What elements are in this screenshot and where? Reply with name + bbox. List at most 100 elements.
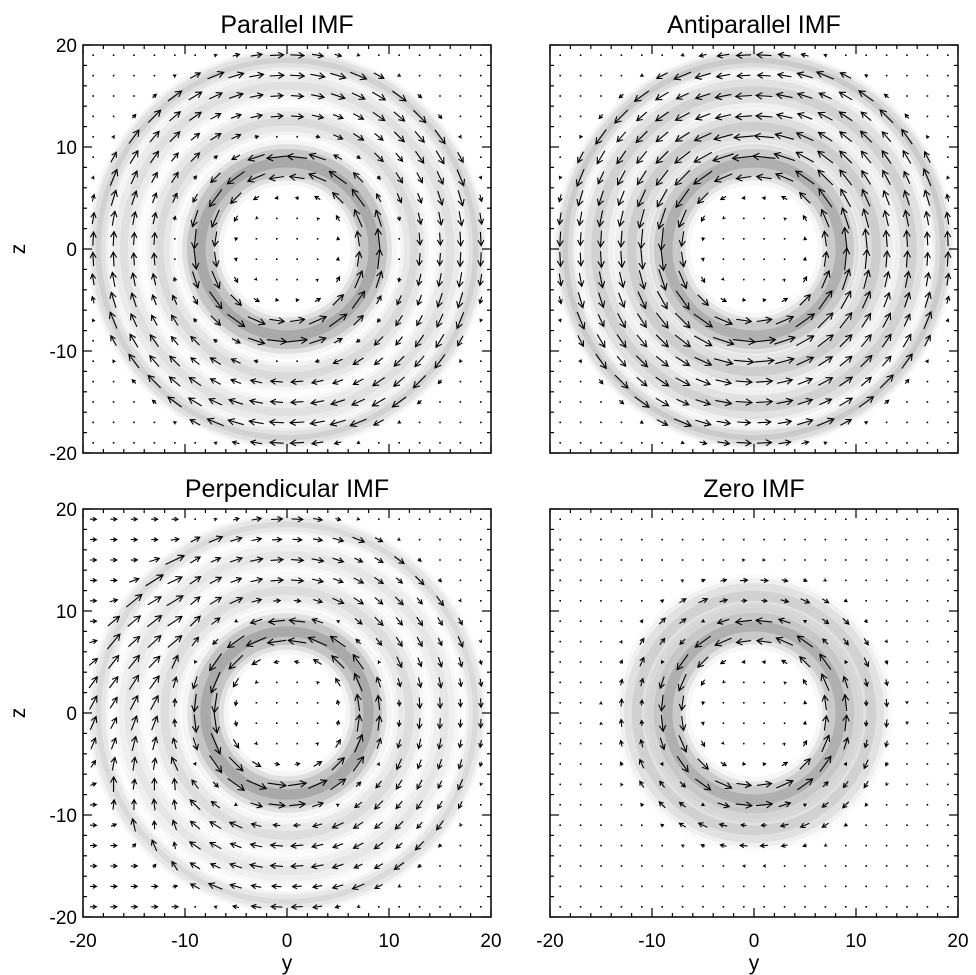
y-tick-label: 20 bbox=[56, 36, 77, 57]
vector-arrow bbox=[713, 173, 733, 183]
vector-arrow bbox=[774, 335, 796, 345]
vector-arrow bbox=[557, 273, 564, 287]
vector-arrow bbox=[249, 92, 265, 100]
vector-arrow bbox=[351, 92, 366, 100]
vector-arrow bbox=[376, 737, 383, 749]
vector-arrow bbox=[782, 278, 786, 282]
vector-arrow bbox=[265, 153, 287, 162]
vector-dot bbox=[398, 442, 400, 444]
vector-arrow bbox=[659, 637, 666, 646]
density-ring-core bbox=[200, 626, 374, 800]
vector-arrow bbox=[859, 130, 873, 143]
vector-arrow bbox=[796, 71, 813, 79]
axis-ticks bbox=[82, 44, 492, 454]
vector-dot bbox=[276, 278, 278, 281]
vector-dot bbox=[92, 442, 94, 444]
vector-arrow bbox=[923, 150, 931, 163]
vector-arrow bbox=[353, 577, 365, 584]
vector-arrow bbox=[151, 314, 158, 326]
x-tick-label: 20 bbox=[480, 931, 501, 952]
vector-arrow bbox=[230, 154, 241, 160]
vector-arrow bbox=[639, 780, 645, 788]
vector-dot bbox=[885, 74, 888, 77]
vector-arrow bbox=[150, 251, 158, 266]
vector-arrow bbox=[679, 638, 686, 646]
vector-dot bbox=[296, 722, 298, 724]
vector-arrow bbox=[331, 379, 344, 385]
vector-arrow bbox=[755, 51, 772, 59]
vector-arrow bbox=[457, 678, 464, 688]
vector-arrow bbox=[478, 678, 484, 688]
vector-arrow bbox=[796, 356, 815, 366]
vector-arrow bbox=[457, 698, 463, 708]
vector-arrow bbox=[250, 112, 264, 120]
vector-arrow bbox=[167, 90, 183, 102]
vector-arrow bbox=[821, 269, 831, 289]
vector-arrow bbox=[695, 378, 712, 386]
vector-arrow bbox=[355, 338, 361, 343]
density-ring bbox=[91, 517, 483, 909]
vector-dot bbox=[439, 865, 441, 867]
vector-arrow bbox=[289, 316, 306, 324]
vector-arrow bbox=[90, 883, 98, 889]
vector-arrow bbox=[130, 292, 137, 308]
vector-dot bbox=[926, 442, 929, 444]
vector-dot bbox=[763, 278, 765, 281]
vector-arrow bbox=[396, 678, 403, 688]
vector-arrow bbox=[229, 842, 242, 849]
vector-arrow bbox=[802, 256, 807, 261]
y-tick-label: 0 bbox=[66, 240, 77, 261]
vector-arrow bbox=[170, 152, 179, 162]
vector-dot bbox=[681, 885, 684, 888]
vector-arrow bbox=[416, 294, 423, 307]
vector-arrow bbox=[694, 113, 711, 121]
vector-arrow bbox=[111, 134, 115, 139]
vector-arrow bbox=[700, 721, 705, 726]
vector-arrow bbox=[330, 654, 345, 669]
vector-arrow bbox=[374, 576, 385, 585]
vector-dot bbox=[947, 54, 949, 56]
vector-arrow bbox=[249, 618, 263, 625]
density-ring-core bbox=[160, 586, 414, 840]
vector-arrow bbox=[354, 733, 364, 753]
vector-dot bbox=[480, 579, 482, 582]
core-region bbox=[244, 670, 330, 756]
vector-arrow bbox=[719, 843, 727, 849]
vector-arrow bbox=[756, 72, 771, 79]
vector-arrow bbox=[251, 659, 261, 666]
vector-arrow bbox=[816, 150, 834, 164]
vector-arrow bbox=[761, 660, 766, 665]
vector-arrow bbox=[289, 378, 304, 386]
vector-arrow bbox=[576, 190, 584, 207]
vector-arrow bbox=[756, 316, 773, 324]
vector-arrow bbox=[189, 798, 201, 811]
vector-arrow bbox=[335, 256, 340, 261]
vector-arrow bbox=[841, 693, 850, 711]
vector-arrow bbox=[110, 883, 118, 889]
vector-dot bbox=[620, 865, 623, 867]
vector-dot bbox=[845, 518, 847, 520]
vector-arrow bbox=[796, 91, 813, 99]
vector-arrow bbox=[718, 822, 728, 828]
vector-arrow bbox=[316, 217, 320, 221]
vector-arrow bbox=[190, 536, 201, 543]
vector-arrow bbox=[191, 249, 200, 271]
vector-arrow bbox=[863, 678, 869, 688]
vector-arrow bbox=[293, 659, 300, 665]
vector-dot bbox=[153, 421, 156, 424]
density-ring bbox=[191, 617, 383, 809]
vector-dot bbox=[906, 865, 908, 867]
vector-arrow bbox=[172, 675, 179, 688]
x-tick-label: 10 bbox=[378, 931, 399, 952]
vector-arrow bbox=[636, 189, 647, 208]
vector-arrow bbox=[266, 337, 288, 346]
vector-arrow bbox=[742, 864, 746, 868]
vector-arrow bbox=[396, 295, 402, 306]
vector-arrow bbox=[353, 597, 365, 605]
vector-arrow bbox=[270, 556, 285, 564]
vector-arrow bbox=[149, 556, 161, 563]
vector-dot bbox=[763, 722, 765, 724]
vector-arrow bbox=[656, 188, 668, 208]
vector-dot bbox=[926, 74, 929, 77]
vector-arrow bbox=[151, 883, 159, 889]
